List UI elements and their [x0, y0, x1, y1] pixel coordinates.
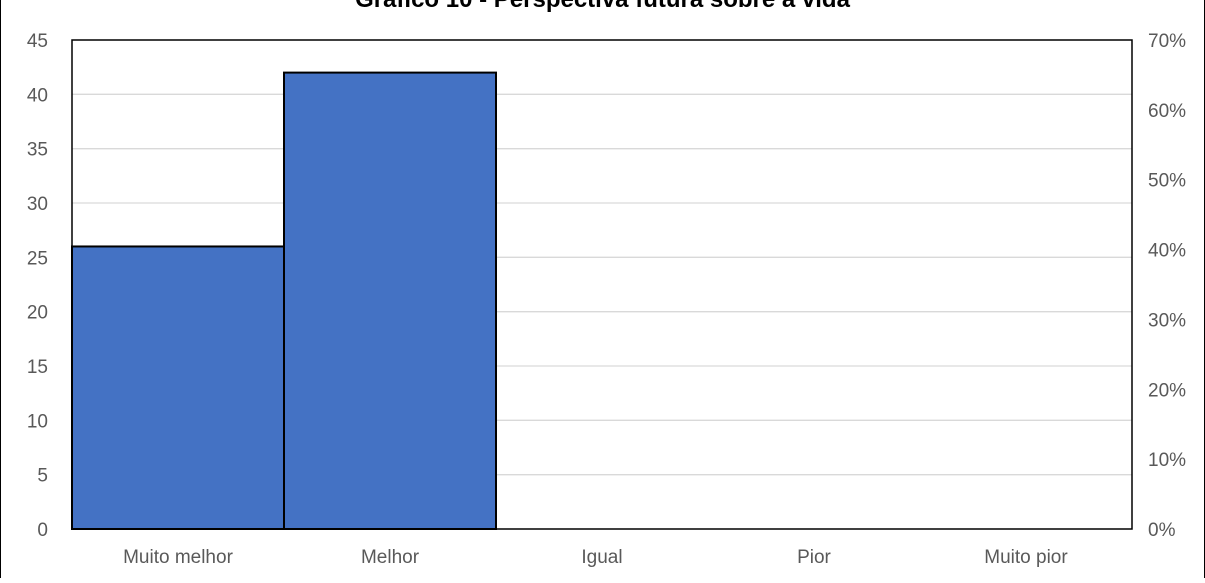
- x-tick-label: Muito pior: [984, 547, 1068, 568]
- y2-tick-label: 20%: [1148, 380, 1186, 401]
- y-axis-right-ticks: 0% 10% 20% 30% 40% 50% 60% 70%: [1148, 31, 1186, 541]
- y2-tick-label: 50%: [1148, 171, 1186, 192]
- y-tick-label: 20: [27, 303, 48, 324]
- bar: [71, 245, 285, 530]
- y-tick-label: 45: [27, 31, 48, 52]
- x-tick-label: Igual: [581, 547, 622, 568]
- x-tick-label: Pior: [797, 547, 831, 568]
- outer-frame-left: [0, 0, 1, 578]
- y2-tick-label: 60%: [1148, 101, 1186, 122]
- x-tick-label: Muito melhor: [123, 547, 233, 568]
- y-tick-label: 5: [37, 466, 48, 487]
- y-tick-label: 40: [27, 85, 48, 106]
- y2-tick-label: 70%: [1148, 31, 1186, 52]
- y2-tick-label: 10%: [1148, 450, 1186, 471]
- y-tick-label: 35: [27, 140, 48, 161]
- bars: [71, 71, 497, 530]
- y-tick-label: 15: [27, 357, 48, 378]
- y2-tick-label: 30%: [1148, 310, 1186, 331]
- y-axis-left-ticks: 0 5 10 15 20 25 30 35 40 45: [27, 31, 48, 541]
- bar: [283, 71, 497, 530]
- chart-title: Gráfico 10 - Perspectiva futura sobre a …: [0, 0, 1205, 14]
- y2-tick-label: 0%: [1148, 520, 1176, 541]
- y-tick-label: 10: [27, 411, 48, 432]
- x-tick-label: Melhor: [361, 547, 420, 568]
- plot-area-border: [71, 39, 1133, 530]
- y-tick-label: 30: [27, 194, 48, 215]
- y-tick-label: 25: [27, 248, 48, 269]
- y2-tick-label: 40%: [1148, 241, 1186, 262]
- x-axis-ticks: Muito melhor Melhor Igual Pior Muito pior: [123, 547, 1068, 568]
- y-tick-label: 0: [37, 520, 48, 541]
